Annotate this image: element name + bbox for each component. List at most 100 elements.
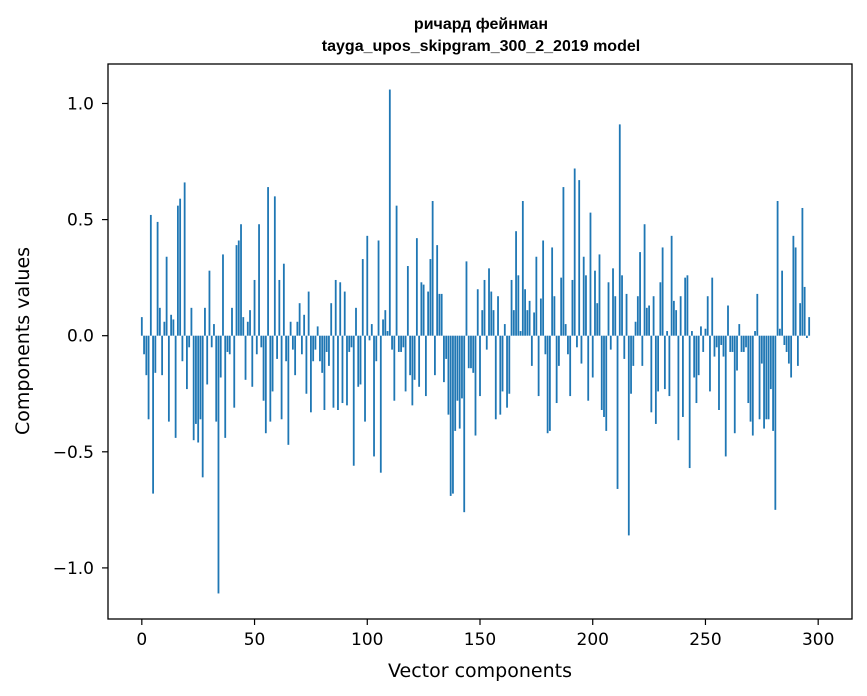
bar-217: [630, 335, 632, 394]
bar-293: [801, 207, 804, 336]
bar-95: [355, 307, 357, 336]
bar-124: [420, 282, 423, 336]
bar-210: [614, 296, 617, 336]
bar-198: [587, 335, 590, 401]
bar-160: [501, 335, 504, 392]
bar-62: [280, 335, 283, 420]
bar-203: [598, 254, 601, 336]
bar-240: [682, 335, 684, 417]
bar-226: [650, 335, 653, 413]
bar-220: [636, 296, 639, 336]
bar-151: [481, 310, 484, 336]
bar-207: [607, 282, 610, 336]
bar-4: [149, 214, 152, 336]
bar-145: [467, 335, 470, 369]
bar-35: [219, 335, 222, 378]
bar-107: [382, 319, 384, 336]
bar-142: [461, 335, 463, 399]
bar-129: [431, 201, 434, 336]
bar-67: [291, 335, 294, 350]
bar-248: [700, 326, 702, 336]
bar-89: [341, 335, 344, 404]
bar-5: [152, 335, 154, 494]
bar-168: [519, 331, 522, 336]
bar-16: [176, 205, 179, 336]
bar-108: [384, 310, 387, 336]
bar-214: [623, 335, 626, 359]
bar-92: [348, 335, 351, 352]
bar-7: [156, 221, 159, 336]
bar-192: [573, 168, 576, 336]
bar-208: [609, 335, 612, 350]
bar-194: [578, 180, 581, 336]
bar-47: [246, 321, 249, 336]
bar-185: [558, 335, 560, 366]
y-tick-label: −1.0: [53, 559, 94, 579]
bar-186: [560, 277, 563, 336]
bar-33: [215, 335, 218, 422]
bar-60: [276, 335, 278, 359]
bar-264: [736, 335, 738, 371]
x-axis-label: Vector components: [388, 660, 572, 682]
bar-49: [251, 335, 254, 387]
bar-42: [235, 245, 238, 336]
bar-197: [585, 275, 587, 336]
bar-141: [458, 335, 461, 429]
bar-74: [307, 291, 310, 336]
x-axis-ticks: 0 50 100 150 200 250 300: [136, 619, 834, 650]
bar-175: [535, 256, 538, 336]
bar-117: [404, 335, 407, 392]
bar-73: [305, 335, 308, 394]
bar-252: [709, 335, 711, 392]
bar-182: [551, 247, 554, 336]
bar-241: [684, 277, 687, 336]
bar-215: [625, 293, 628, 336]
bar-110: [388, 89, 391, 336]
bar-2: [145, 335, 148, 376]
bar-176: [537, 335, 540, 397]
bar-125: [422, 284, 425, 336]
bar-56: [267, 187, 269, 336]
bar-94: [352, 335, 355, 466]
bar-275: [760, 335, 763, 364]
bar-236: [672, 300, 675, 336]
bar-296: [808, 317, 811, 336]
bar-291: [796, 335, 799, 366]
bar-53: [260, 335, 263, 348]
bar-245: [693, 335, 696, 378]
bar-267: [742, 335, 745, 352]
bar-27: [201, 335, 204, 478]
y-tick-label: −0.5: [53, 443, 94, 463]
bar-126: [424, 335, 427, 397]
bar-18: [181, 335, 184, 362]
bar-148: [474, 335, 477, 436]
bar-193: [576, 335, 578, 348]
bar-59: [273, 196, 276, 336]
bar-70: [298, 303, 301, 336]
y-tick-label: 1.0: [67, 94, 94, 114]
bar-282: [776, 201, 779, 336]
bar-230: [659, 282, 662, 336]
bar-66: [289, 321, 292, 336]
bar-140: [456, 335, 459, 401]
bar-91: [346, 335, 348, 406]
bar-263: [733, 335, 736, 434]
bar-88: [339, 282, 342, 336]
bar-65: [287, 335, 290, 445]
bar-46: [244, 335, 247, 380]
bar-0: [140, 317, 143, 336]
bar-120: [411, 335, 414, 406]
bar-281: [774, 335, 777, 510]
bar-251: [706, 296, 709, 336]
bar-188: [564, 324, 567, 336]
bar-274: [758, 335, 761, 420]
bar-138: [452, 335, 454, 494]
bar-173: [530, 335, 533, 366]
bar-45: [242, 317, 245, 336]
bar-211: [616, 335, 619, 489]
bar-171: [526, 310, 529, 336]
bar-116: [402, 335, 405, 348]
bar-235: [670, 235, 673, 336]
bar-219: [634, 321, 637, 336]
bar-15: [174, 335, 177, 438]
